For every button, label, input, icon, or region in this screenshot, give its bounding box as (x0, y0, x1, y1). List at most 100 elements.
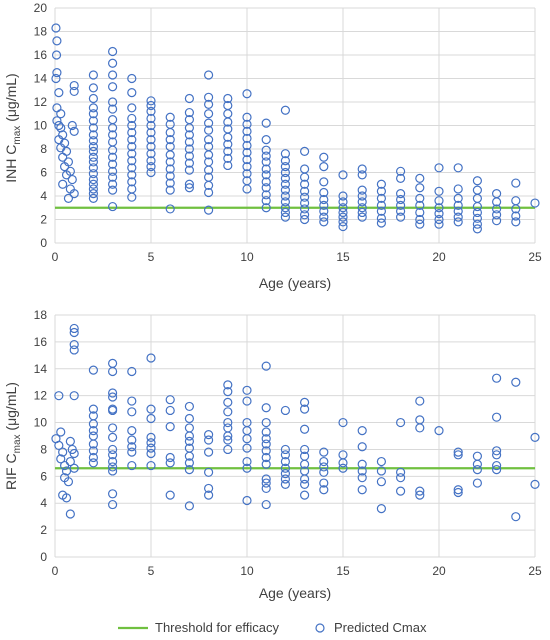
rif-data-point (58, 447, 68, 457)
rif-data-point (184, 423, 194, 433)
inh-data-point (127, 192, 137, 202)
rif-data-point (396, 473, 406, 483)
rif-data-point (511, 512, 521, 522)
rif-data-point (165, 421, 175, 432)
inh-data-point (261, 177, 271, 187)
inh-data-point (242, 154, 252, 165)
rif-data-point (146, 438, 156, 448)
inh-y-tick-label: 8 (40, 142, 47, 156)
inh-data-point (127, 127, 137, 138)
inh-data-point (511, 178, 521, 188)
inh-data-point (261, 118, 271, 128)
inh-gridlines (54, 7, 536, 244)
inh-data-point (396, 200, 406, 210)
inh-data-point (127, 73, 137, 84)
rif-data-point (204, 447, 214, 457)
inh-data-point (165, 135, 175, 145)
rif-data-point (223, 423, 233, 433)
rif-data-point (396, 417, 406, 428)
inh-data-point (204, 92, 214, 102)
rif-data-point (165, 452, 175, 463)
inh-data-point (88, 109, 99, 119)
inh-data-point (107, 70, 118, 80)
inh-data-point (280, 162, 290, 172)
rif-data-point (492, 446, 502, 456)
rif-data-point (69, 448, 79, 459)
inh-data-point (204, 70, 214, 80)
inh-data-point (415, 214, 425, 225)
inh-data-point (223, 132, 233, 142)
inh-data-point (184, 179, 194, 189)
inh-data-point (204, 187, 214, 198)
inh-data-point (338, 217, 348, 227)
rif-data-point (376, 504, 386, 514)
inh-data-point (376, 200, 386, 210)
inh-data-point (453, 193, 463, 203)
inh-data-point (261, 164, 271, 174)
rif-data-point (223, 444, 233, 455)
inh-data-point (261, 151, 271, 161)
inh-data-point (492, 216, 502, 226)
inh-data-point (434, 163, 444, 173)
inh-x-tick-label: 15 (336, 250, 350, 264)
inh-data-point (376, 218, 386, 228)
inh-y-tick-label: 18 (34, 25, 48, 39)
rif-data-point (107, 388, 118, 398)
rif-data-point (146, 353, 156, 363)
rif-data-point (88, 426, 99, 436)
inh-data-point (146, 167, 156, 178)
inh-data-point (204, 135, 214, 145)
rif-y-tick-label: 6 (40, 469, 47, 483)
inh-data-point (357, 207, 367, 218)
inh-data-point (146, 120, 156, 131)
rif-data-point (415, 423, 425, 433)
inh-data-point (223, 160, 233, 171)
inh-data-point (88, 157, 99, 167)
rif-data-point (261, 434, 271, 444)
inh-data-point (184, 130, 194, 140)
inh-x-tick-label: 0 (52, 250, 59, 264)
rif-data-point (280, 469, 290, 479)
rif-data-point (88, 439, 99, 449)
inh-data-point (165, 112, 175, 122)
rif-data-point (242, 443, 252, 453)
inh-data-point (88, 103, 99, 113)
rif-data-point (204, 435, 214, 445)
rif-data-point (146, 404, 156, 414)
rif-data-point (280, 479, 290, 489)
inh-x-axis-label: Age (years) (259, 275, 331, 291)
rif-data-point (492, 465, 502, 475)
inh-data-point (319, 217, 329, 227)
inh-data-point (107, 115, 118, 125)
inh-data-point (56, 109, 66, 119)
rif-data-point (184, 436, 194, 446)
inh-data-point (434, 219, 444, 229)
rif-data-point (453, 485, 463, 495)
inh-data-point (54, 87, 64, 98)
rif-y-axis-label-sub: max (12, 434, 23, 453)
rif-data-point (107, 366, 118, 377)
rif-data-point (107, 432, 118, 442)
inh-data-point (127, 149, 137, 159)
inh-data-point (357, 185, 367, 195)
inh-data-point (184, 151, 194, 161)
inh-data-point (396, 173, 406, 183)
inh-data-point (88, 93, 99, 104)
inh-data-point (300, 172, 310, 182)
inh-data-point (338, 212, 348, 222)
rif-y-axis-label-unit: (μg/mL) (3, 382, 19, 434)
rif-data-point (146, 413, 156, 424)
inh-data-point (396, 166, 406, 176)
inh-data-point (261, 157, 271, 167)
inh-data-point (69, 80, 79, 91)
inh-data-point (165, 204, 175, 214)
rif-data-point (65, 456, 75, 467)
inh-y-tick-label: 0 (40, 236, 47, 250)
inh-data-point (165, 171, 175, 181)
inh-data-point (376, 206, 386, 216)
rif-data-point (107, 456, 118, 467)
rif-data-point (280, 405, 290, 416)
rif-y-tick-label: 8 (40, 442, 47, 456)
inh-data-point (88, 70, 99, 80)
inh-data-point (127, 120, 137, 131)
